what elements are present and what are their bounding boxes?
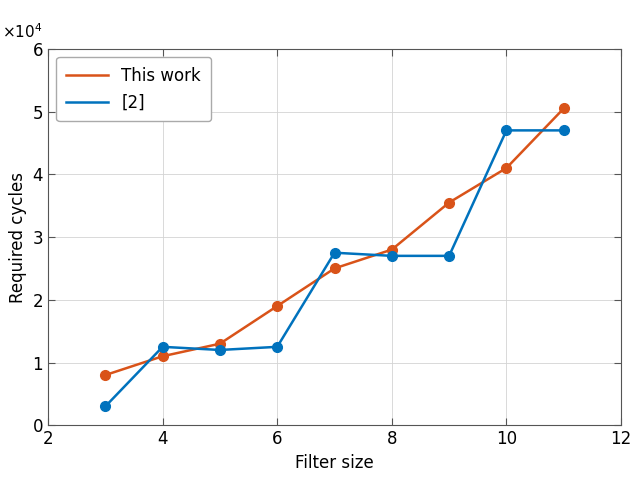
Text: $\times10^4$: $\times10^4$ (2, 23, 43, 41)
[2] (159, 344, 166, 350)
[2] (273, 344, 281, 350)
[2] (331, 250, 339, 256)
This work (102, 372, 109, 378)
Legend: This work, [2]: This work, [2] (56, 57, 211, 121)
[2] (445, 253, 453, 259)
X-axis label: Filter size: Filter size (295, 454, 374, 472)
This work (560, 106, 568, 111)
This work (331, 265, 339, 271)
Line: This work: This work (100, 104, 568, 380)
[2] (560, 128, 568, 133)
This work (273, 303, 281, 309)
This work (216, 341, 224, 347)
[2] (102, 404, 109, 409)
This work (502, 165, 510, 171)
This work (445, 200, 453, 205)
This work (388, 247, 396, 252)
This work (159, 353, 166, 359)
Y-axis label: Required cycles: Required cycles (9, 171, 27, 302)
[2] (502, 128, 510, 133)
Line: [2]: [2] (100, 126, 568, 411)
[2] (216, 347, 224, 353)
[2] (388, 253, 396, 259)
